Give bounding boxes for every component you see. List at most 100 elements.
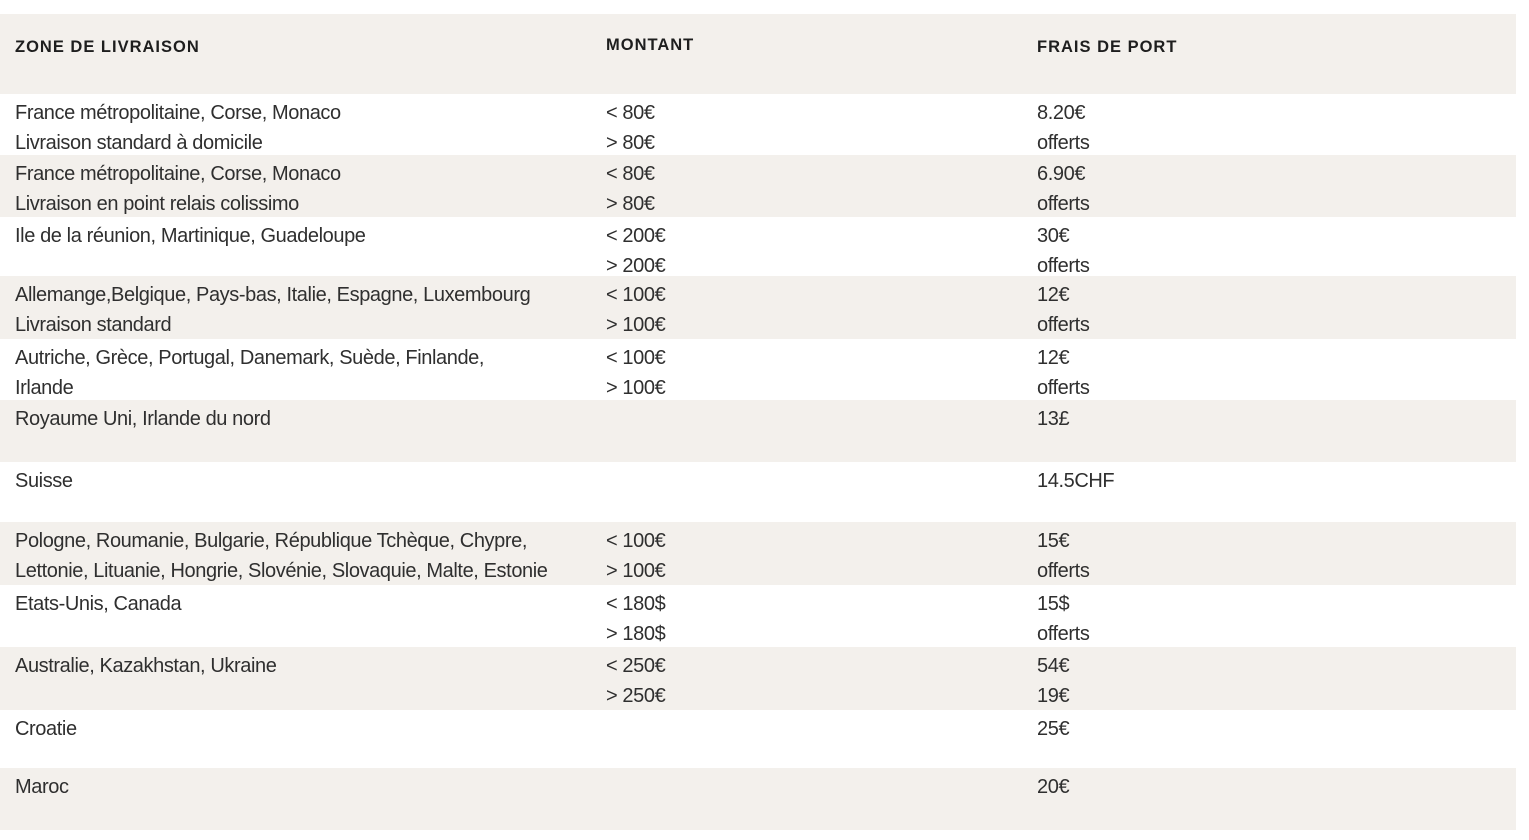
zone-line: Maroc bbox=[15, 776, 69, 798]
frais-line: offerts bbox=[1037, 377, 1090, 399]
zone-line: Autriche, Grèce, Portugal, Danemark, Suè… bbox=[15, 347, 485, 369]
zone-line: Australie, Kazakhstan, Ukraine bbox=[15, 655, 277, 677]
cell-frais: 15$ offerts bbox=[1037, 589, 1090, 649]
table-row: Ile de la réunion, Martinique, Guadeloup… bbox=[0, 217, 1516, 277]
frais-line: 20€ bbox=[1037, 776, 1070, 798]
zone-line: France métropolitaine, Corse, Monaco bbox=[15, 102, 341, 124]
table-row: France métropolitaine, Corse, Monaco Livr… bbox=[0, 94, 1516, 155]
cell-zone: Royaume Uni, Irlande du nord bbox=[15, 404, 271, 464]
montant-line: > 100€ bbox=[606, 377, 666, 399]
header-frais: FRAIS DE PORT bbox=[1037, 38, 1178, 56]
table-row: Croatie 25€ bbox=[0, 710, 1516, 768]
frais-line: offerts bbox=[1037, 623, 1090, 645]
cell-montant: < 250€ > 250€ bbox=[606, 651, 666, 711]
frais-line: offerts bbox=[1037, 560, 1090, 582]
table-row: France métropolitaine, Corse, Monaco Livr… bbox=[0, 155, 1516, 217]
cell-montant: < 100€ > 100€ bbox=[606, 343, 666, 403]
montant-line: > 100€ bbox=[606, 560, 666, 582]
cell-zone: Pologne, Roumanie, Bulgarie, République … bbox=[15, 526, 548, 586]
cell-frais: 15€ offerts bbox=[1037, 526, 1090, 586]
montant-line: < 80€ bbox=[606, 163, 655, 185]
zone-line bbox=[15, 434, 271, 464]
cell-frais: 14.5CHF bbox=[1037, 466, 1115, 526]
cell-zone: Suisse bbox=[15, 466, 73, 526]
zone-line: Irlande bbox=[15, 377, 74, 399]
cell-zone: Ile de la réunion, Martinique, Guadeloup… bbox=[15, 221, 366, 281]
frais-line: offerts bbox=[1037, 132, 1090, 154]
frais-line: 6.90€ bbox=[1037, 163, 1086, 185]
frais-line: 25€ bbox=[1037, 718, 1070, 740]
header-zone: ZONE DE LIVRAISON bbox=[15, 38, 200, 56]
shipping-rates-table: ZONE DE LIVRAISON MONTANT FRAIS DE PORT … bbox=[0, 14, 1516, 830]
montant-line: < 100€ bbox=[606, 530, 666, 552]
cell-zone: Etats-Unis, Canada bbox=[15, 589, 182, 649]
zone-line: France métropolitaine, Corse, Monaco bbox=[15, 163, 341, 185]
frais-line: 12€ bbox=[1037, 284, 1070, 306]
montant-line: > 80€ bbox=[606, 193, 655, 215]
cell-frais: 25€ bbox=[1037, 714, 1070, 774]
cell-zone: Allemange,Belgique, Pays-bas, Italie, Es… bbox=[15, 280, 531, 340]
table-row: Allemange,Belgique, Pays-bas, Italie, Es… bbox=[0, 276, 1516, 339]
table-header: ZONE DE LIVRAISON MONTANT FRAIS DE PORT bbox=[0, 14, 1516, 94]
cell-montant: < 80€ > 80€ bbox=[606, 159, 655, 219]
cell-zone: France métropolitaine, Corse, Monaco Livr… bbox=[15, 98, 341, 158]
cell-zone: France métropolitaine, Corse, Monaco Livr… bbox=[15, 159, 341, 219]
cell-frais: 30€ offerts bbox=[1037, 221, 1090, 281]
montant-line: < 180$ bbox=[606, 593, 666, 615]
cell-montant: < 100€ > 100€ bbox=[606, 526, 666, 586]
zone-line: Livraison standard bbox=[15, 314, 172, 336]
cell-zone: Autriche, Grèce, Portugal, Danemark, Suè… bbox=[15, 343, 484, 403]
cell-montant: < 200€ > 200€ bbox=[606, 221, 666, 281]
zone-line bbox=[15, 802, 69, 832]
montant-line: < 250€ bbox=[606, 655, 666, 677]
zone-line bbox=[15, 619, 181, 649]
zone-line: Suisse bbox=[15, 470, 73, 492]
cell-montant: < 100€ > 100€ bbox=[606, 280, 666, 340]
frais-line: offerts bbox=[1037, 255, 1090, 277]
cell-zone: Australie, Kazakhstan, Ukraine bbox=[15, 651, 277, 711]
table-row: Maroc 20€ bbox=[0, 768, 1516, 830]
header-montant: MONTANT bbox=[606, 36, 695, 54]
montant-line: < 100€ bbox=[606, 284, 666, 306]
cell-frais: 54€ 19€ bbox=[1037, 651, 1070, 711]
cell-frais: 6.90€ offerts bbox=[1037, 159, 1090, 219]
frais-line: 13£ bbox=[1037, 408, 1070, 430]
montant-line: < 100€ bbox=[606, 347, 666, 369]
montant-line: < 80€ bbox=[606, 102, 655, 124]
zone-line: Allemange,Belgique, Pays-bas, Italie, Es… bbox=[15, 284, 531, 306]
frais-line: 54€ bbox=[1037, 655, 1070, 677]
zone-line: Ile de la réunion, Martinique, Guadeloup… bbox=[15, 225, 366, 247]
zone-line: Etats-Unis, Canada bbox=[15, 593, 182, 615]
frais-line: offerts bbox=[1037, 193, 1090, 215]
montant-line: > 180$ bbox=[606, 623, 666, 645]
frais-line: 15€ bbox=[1037, 530, 1070, 552]
cell-frais: 13£ bbox=[1037, 404, 1070, 464]
montant-line: > 100€ bbox=[606, 314, 666, 336]
frais-line: 15$ bbox=[1037, 593, 1070, 615]
zone-line: Lettonie, Lituanie, Hongrie, Slovénie, S… bbox=[15, 560, 548, 582]
frais-line: 12€ bbox=[1037, 347, 1070, 369]
frais-line bbox=[1037, 434, 1069, 464]
frais-line: 19€ bbox=[1037, 685, 1070, 707]
frais-line: 14.5CHF bbox=[1037, 470, 1115, 492]
montant-line: < 200€ bbox=[606, 225, 666, 247]
zone-line: Pologne, Roumanie, Bulgarie, République … bbox=[15, 530, 528, 552]
table-row: Australie, Kazakhstan, Ukraine < 250€ > 25… bbox=[0, 647, 1516, 710]
zone-line: Livraison en point relais colissimo bbox=[15, 193, 299, 215]
montant-line: > 250€ bbox=[606, 685, 666, 707]
cell-montant: < 180$ > 180$ bbox=[606, 589, 666, 649]
cell-zone: Maroc bbox=[15, 772, 69, 832]
table-row: Autriche, Grèce, Portugal, Danemark, Suè… bbox=[0, 339, 1516, 400]
zone-line: Croatie bbox=[15, 718, 77, 740]
cell-montant: < 80€ > 80€ bbox=[606, 98, 655, 158]
frais-line: offerts bbox=[1037, 314, 1090, 336]
frais-line bbox=[1037, 802, 1069, 832]
table-row: Pologne, Roumanie, Bulgarie, République … bbox=[0, 522, 1516, 585]
cell-frais: 12€ offerts bbox=[1037, 280, 1090, 340]
cell-frais: 20€ bbox=[1037, 772, 1070, 832]
table-row: Royaume Uni, Irlande du nord 13£ bbox=[0, 400, 1516, 462]
table-row: Etats-Unis, Canada < 180$ > 180$ 15$ offerts bbox=[0, 585, 1516, 647]
cell-frais: 8.20€ offerts bbox=[1037, 98, 1090, 158]
zone-line: Livraison standard à domicile bbox=[15, 132, 263, 154]
montant-line: > 200€ bbox=[606, 255, 666, 277]
